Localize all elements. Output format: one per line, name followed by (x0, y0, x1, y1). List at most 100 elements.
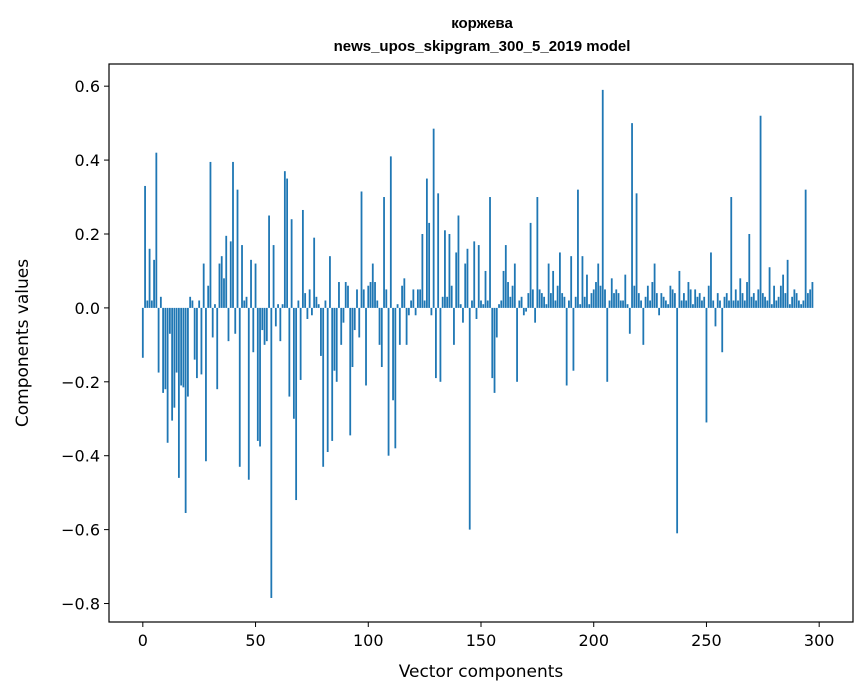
bar-9 (162, 307, 165, 393)
bar-136 (448, 233, 451, 308)
bar-76 (313, 237, 316, 308)
bar-232 (664, 300, 667, 308)
bar-75 (311, 307, 313, 316)
bar-193 (577, 189, 579, 308)
bar-131 (437, 193, 440, 308)
bar-151 (482, 304, 485, 308)
bar-127 (428, 222, 431, 308)
bar-221 (640, 300, 642, 308)
bar-242 (687, 282, 690, 308)
bar-70 (299, 307, 302, 380)
bar-175 (536, 197, 539, 308)
bar-30 (209, 161, 212, 308)
bar-200 (592, 289, 595, 308)
bar-156 (493, 307, 496, 393)
bar-288 (791, 296, 794, 308)
bar-28 (205, 307, 207, 462)
bar-224 (646, 285, 649, 308)
bar-279 (770, 304, 773, 308)
bar-281 (775, 300, 778, 308)
bar-238 (678, 270, 681, 308)
bar-32 (214, 304, 216, 308)
bar-107 (383, 197, 385, 308)
bar-4 (150, 300, 153, 308)
bar-275 (761, 293, 764, 308)
bar-225 (649, 300, 651, 308)
bar-264 (737, 300, 739, 308)
bar-220 (637, 293, 640, 308)
bar-99 (365, 307, 367, 386)
bar-123 (419, 289, 422, 308)
bar-261 (730, 197, 733, 308)
bar-31 (211, 307, 214, 338)
bar-228 (655, 293, 658, 308)
x-tick-label: 200 (578, 631, 609, 650)
bar-240 (683, 293, 685, 308)
bar-126 (425, 178, 428, 308)
bar-259 (725, 293, 728, 308)
bar-207 (608, 300, 611, 308)
bar-191 (572, 307, 575, 371)
y-tick-label: 0.4 (75, 151, 100, 170)
bar-19 (184, 307, 187, 513)
bar-219 (635, 193, 638, 308)
bar-52 (259, 307, 261, 447)
bar-47 (247, 307, 250, 480)
bar-182 (552, 270, 555, 308)
bar-189 (568, 300, 570, 308)
bar-series (141, 89, 814, 598)
bar-44 (241, 245, 243, 308)
bar-194 (579, 304, 582, 308)
y-tick-label: 0.6 (75, 77, 100, 96)
bar-262 (732, 300, 735, 308)
bar-56 (268, 215, 270, 308)
bar-62 (281, 304, 284, 308)
bar-217 (631, 123, 633, 308)
bar-72 (304, 293, 307, 308)
bar-149 (477, 245, 480, 308)
bar-248 (701, 300, 703, 308)
bar-7 (157, 307, 160, 373)
bar-143 (464, 263, 467, 308)
bar-231 (662, 296, 665, 308)
bar-206 (606, 307, 609, 382)
bar-105 (378, 307, 381, 345)
bar-64 (286, 178, 289, 308)
plot-frame (108, 63, 854, 623)
bar-25 (198, 300, 201, 308)
bar-17 (180, 307, 183, 386)
y-axis-label: Components values (13, 259, 33, 427)
bar-96 (358, 307, 361, 338)
bar-102 (371, 263, 374, 308)
bar-297 (811, 282, 814, 308)
bar-170 (525, 307, 527, 312)
bar-201 (595, 282, 597, 308)
bar-138 (453, 307, 455, 345)
bar-36 (223, 278, 225, 308)
bar-67 (292, 307, 295, 419)
bar-39 (229, 241, 232, 308)
bar-183 (554, 300, 557, 308)
bar-214 (624, 274, 627, 308)
bar-273 (757, 289, 760, 308)
bar-287 (788, 304, 791, 308)
bar-167 (518, 300, 521, 308)
bar-291 (797, 300, 800, 308)
bar-130 (435, 307, 437, 379)
bar-185 (559, 252, 561, 308)
bar-244 (692, 304, 694, 308)
bar-35 (220, 256, 223, 308)
bar-234 (669, 285, 672, 308)
bar-257 (721, 307, 724, 353)
bar-114 (398, 307, 401, 345)
bar-171 (527, 293, 530, 308)
bar-161 (504, 245, 507, 308)
bar-267 (743, 300, 746, 308)
bar-250 (705, 307, 708, 423)
bar-209 (613, 293, 615, 308)
bar-186 (561, 293, 564, 308)
bar-266 (741, 293, 744, 308)
bar-295 (807, 293, 809, 308)
bar-184 (556, 285, 559, 308)
bar-85 (333, 307, 336, 371)
